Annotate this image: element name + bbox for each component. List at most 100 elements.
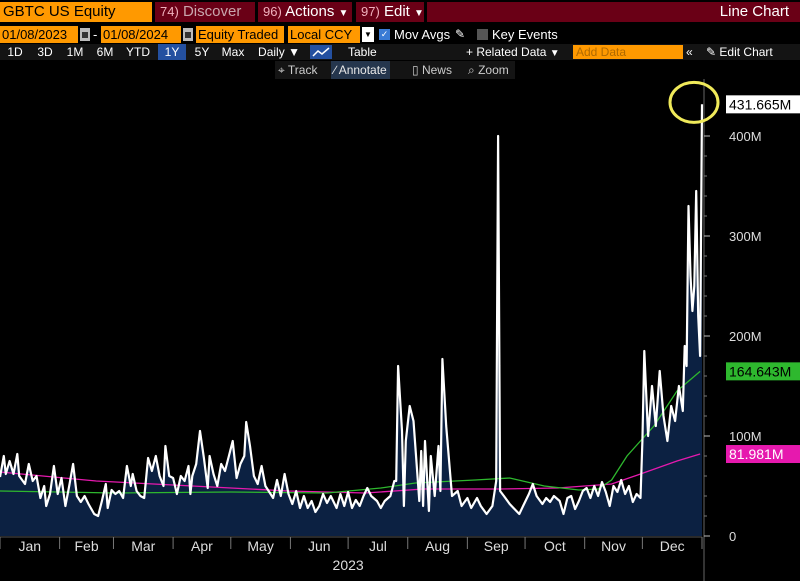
x-axis: Jan Feb Mar Apr May Jun Jul Aug Sep Oct Nov Dec 2023 — [0, 536, 703, 573]
last-value-labels: 431.665M 164.643M 81.981M — [726, 95, 800, 464]
zoom-icon: ⌕ — [468, 63, 475, 77]
end-date-value: 01/08/2024 — [103, 27, 169, 42]
start-date-field[interactable]: 01/08/2023 — [0, 26, 78, 43]
collapse-icon[interactable]: « — [686, 45, 693, 59]
short-ma-last-value-bg — [726, 362, 800, 381]
x-tick-label: Dec — [660, 538, 685, 554]
actions-number: 96) — [263, 4, 282, 19]
annotate-tool[interactable]: ∕ Annotate — [331, 61, 390, 79]
related-data-dropdown[interactable]: + Related Data ▼ — [466, 44, 560, 62]
start-calendar-icon[interactable] — [80, 28, 90, 41]
y-tick-label: 0 — [729, 529, 736, 544]
ticker-label: GBTC US Equity — [3, 3, 116, 20]
track-label: Track — [287, 63, 318, 77]
mov-avgs-label: Mov Avgs — [394, 27, 451, 42]
actions-menu[interactable]: 96) Actions ▼ — [258, 2, 352, 22]
range-bar: 1D 3D 1M 6M YTD 1Y 5Y Max Daily ▼ Table … — [0, 44, 800, 60]
range-button-1m[interactable]: 1M — [66, 45, 84, 59]
x-tick-label: Feb — [74, 538, 98, 554]
x-tick-label: Jun — [308, 538, 331, 554]
edit-chart-pencil-icon: ✎ — [706, 45, 717, 59]
edit-number: 97) — [361, 4, 380, 19]
line-chart[interactable]: 0 100M 200M 300M 400M Jan Feb Mar Apr May Jun Jul A… — [0, 79, 800, 581]
edit-chart-button[interactable]: ✎ Edit Chart — [706, 44, 773, 60]
related-data-caret-icon: ▼ — [549, 48, 560, 59]
y-tick-label: 400M — [729, 129, 762, 144]
y-tick-label: 200M — [729, 329, 762, 344]
news-label: News — [421, 63, 452, 77]
frequency-value: Daily — [258, 45, 285, 59]
news-icon: ▯ — [412, 63, 419, 77]
x-tick-label: Jul — [369, 538, 387, 554]
price-area-fill — [0, 104, 702, 537]
edit-menu[interactable]: 97) Edit ▼ — [356, 2, 424, 22]
pencil-icon[interactable]: ✎ — [455, 27, 466, 41]
edit-caret-icon: ▼ — [414, 8, 424, 19]
end-date-field[interactable]: 01/08/2024 — [101, 26, 181, 43]
chart-tools-bar: ⌖ Track ∕ Annotate ▯ News ⌕ Zoom — [275, 61, 515, 79]
range-button-1d[interactable]: 1D — [7, 45, 23, 59]
x-tick-label: Aug — [425, 538, 450, 554]
range-button-6m[interactable]: 6M — [96, 45, 114, 59]
x-tick-label: May — [247, 538, 273, 554]
mov-avgs-checkbox[interactable]: ✓ — [379, 29, 390, 40]
zoom-label: Zoom — [478, 63, 509, 77]
x-year-label: 2023 — [333, 557, 364, 573]
range-button-5y[interactable]: 5Y — [194, 45, 210, 59]
short-ma-last-value: 164.643M — [729, 363, 791, 379]
end-calendar-icon[interactable] — [183, 28, 193, 41]
x-tick-label: Jan — [19, 538, 42, 554]
discover-number: 74) — [160, 4, 179, 19]
annotations — [668, 80, 720, 124]
field-selector[interactable]: Equity Traded — [196, 26, 284, 43]
highlight-circle — [668, 80, 720, 124]
ticker-field[interactable]: GBTC US Equity — [0, 2, 152, 22]
discover-menu[interactable]: 74) Discover — [155, 2, 255, 22]
price-line — [0, 104, 704, 518]
range-button-ytd[interactable]: YTD — [126, 45, 150, 59]
x-tick-label: Sep — [484, 538, 509, 554]
frequency-caret-icon: ▼ — [288, 45, 300, 59]
range-button-1y[interactable]: 1Y — [158, 44, 186, 60]
top-command-bar: GBTC US Equity 74) Discover 96) Actions … — [0, 0, 800, 24]
start-date-value: 01/08/2023 — [2, 27, 68, 42]
edit-chart-label: Edit Chart — [719, 45, 773, 59]
frequency-dropdown[interactable]: Daily ▼ — [254, 44, 304, 60]
moving-averages — [0, 370, 701, 494]
function-title-bar: Line Chart — [427, 2, 800, 22]
discover-label: Discover — [182, 3, 242, 20]
x-tick-label: Nov — [601, 538, 626, 554]
price-line-group — [0, 104, 704, 518]
crosshair-icon: ⌖ — [278, 63, 285, 77]
long-ma-last-value: 81.981M — [729, 446, 783, 462]
x-tick-label: Apr — [191, 538, 213, 554]
currency-dropdown-icon[interactable]: ▼ — [362, 27, 374, 42]
table-button[interactable]: Table — [348, 45, 377, 59]
function-title: Line Chart — [719, 3, 789, 20]
price-area — [0, 104, 702, 537]
zoom-tool[interactable]: ⌕ Zoom — [465, 61, 512, 79]
add-data-input[interactable]: Add Data — [573, 45, 683, 59]
news-tool[interactable]: ▯ News — [409, 61, 455, 79]
currency-selector[interactable]: Local CCY — [288, 26, 360, 43]
short-moving-average-line — [0, 370, 701, 494]
price-last-value-bg — [726, 95, 800, 114]
range-button-max[interactable]: Max — [221, 45, 245, 59]
edit-label: Edit — [383, 3, 410, 20]
long-ma-last-value-bg — [726, 445, 800, 464]
line-chart-icon[interactable] — [310, 45, 332, 59]
key-events-checkbox[interactable] — [477, 29, 488, 40]
annotate-label: Annotate — [338, 63, 387, 77]
range-button-3d[interactable]: 3D — [37, 45, 53, 59]
price-last-value: 431.665M — [729, 96, 791, 112]
y-tick-label: 300M — [729, 229, 762, 244]
y-tick-label: 100M — [729, 429, 762, 444]
date-separator: - — [93, 27, 98, 42]
parameter-bar: 01/08/2023 - 01/08/2024 Equity Traded Lo… — [0, 26, 800, 43]
x-tick-label: Mar — [131, 538, 155, 554]
related-data-label: + Related Data — [466, 45, 547, 59]
key-events-label: Key Events — [492, 27, 558, 42]
track-tool[interactable]: ⌖ Track — [275, 61, 320, 79]
actions-label: Actions — [285, 3, 335, 20]
annotate-icon: ∕ — [334, 63, 337, 77]
